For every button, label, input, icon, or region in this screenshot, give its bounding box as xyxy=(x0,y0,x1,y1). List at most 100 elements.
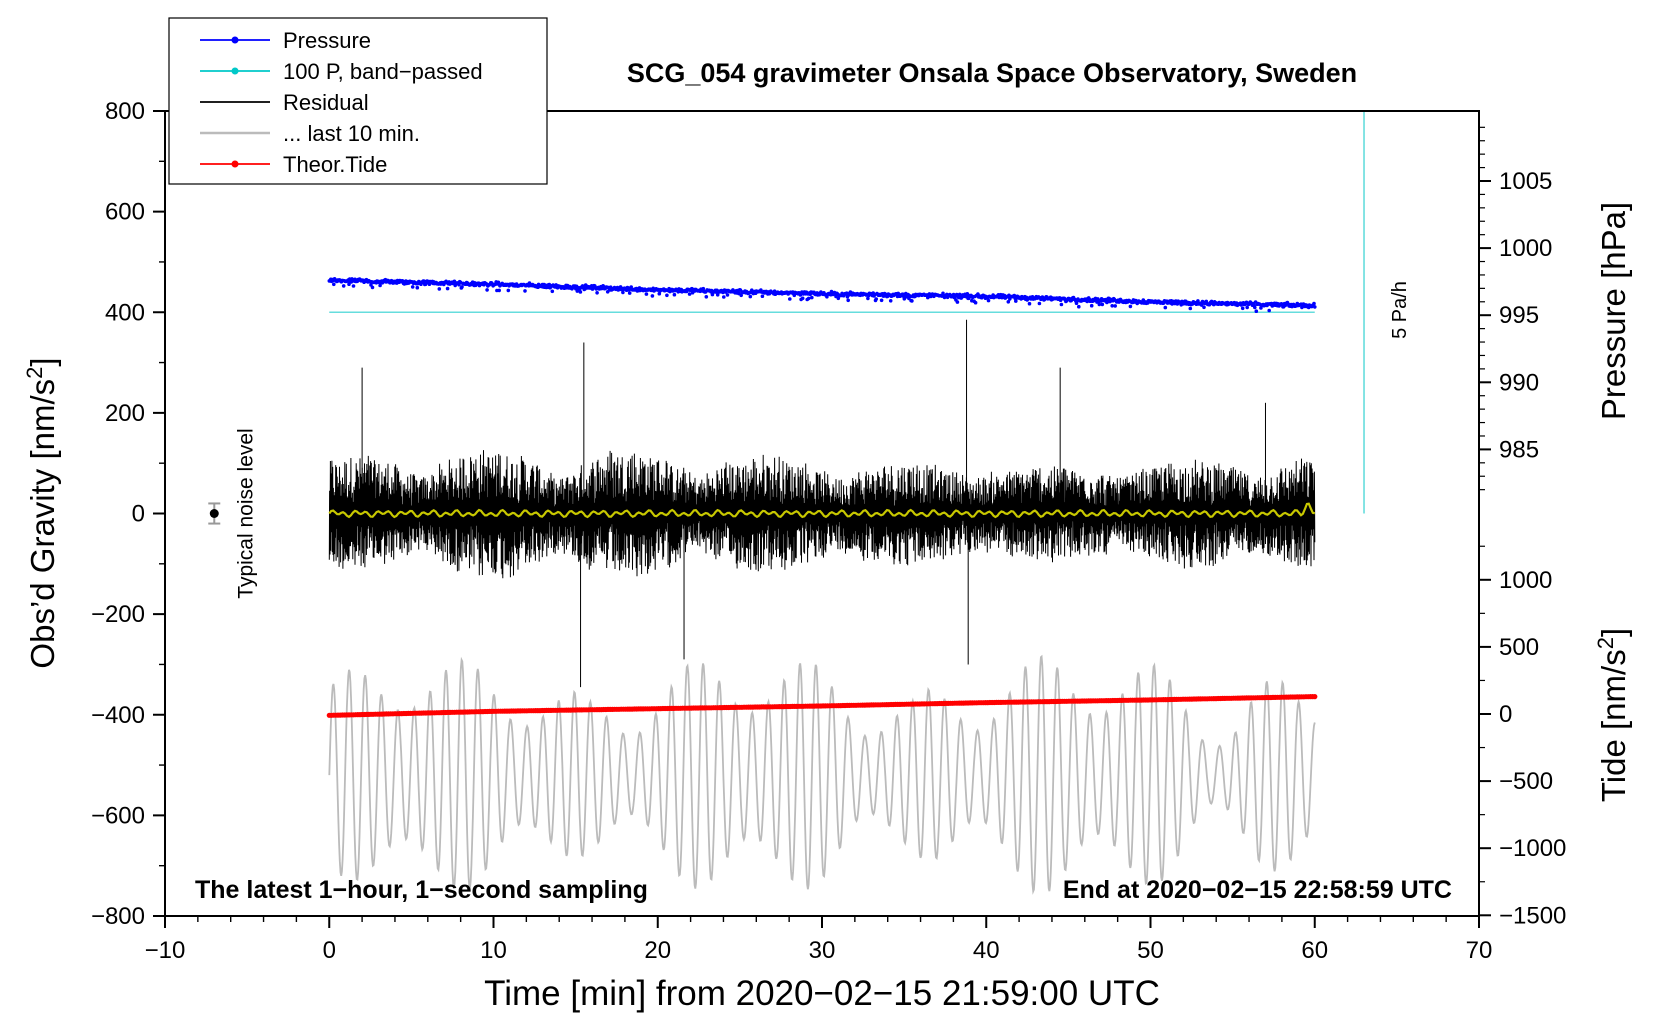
series-pressure-point xyxy=(722,295,726,299)
series-pressure-point xyxy=(1100,302,1105,307)
series-pressure-point xyxy=(798,293,803,297)
x-tick-label: 50 xyxy=(1137,937,1164,964)
series-pressure-point xyxy=(710,292,715,297)
series-pressure-point xyxy=(810,295,814,300)
series-pressure-point xyxy=(687,292,692,296)
y-axis-label-gravity-close: ] xyxy=(24,357,61,366)
series-pressure-point xyxy=(955,300,960,304)
series-pressure-point xyxy=(1089,303,1094,308)
series-pressure-point xyxy=(506,288,511,293)
axes-layer: −10 0 10 20 30 40 50 60 70 800 600 400 200 0 −200 −400 −… xyxy=(91,98,1566,964)
series-pressure-point xyxy=(704,295,709,299)
x-tick-label: −10 xyxy=(145,937,186,964)
tide-tick-label: −500 xyxy=(1499,768,1553,795)
series-pressure-point xyxy=(760,294,765,299)
series-smoothed-residual-line xyxy=(328,502,1316,519)
series-pressure-point xyxy=(1074,301,1079,306)
x-tick-label: 10 xyxy=(480,937,507,964)
series-pressure-point xyxy=(1077,304,1081,309)
series-pressure-point xyxy=(1037,301,1042,306)
x-tick-label: 60 xyxy=(1301,937,1328,964)
noise-label: Typical noise level xyxy=(234,428,257,598)
x-tick-label: 0 xyxy=(323,937,336,964)
series-pressure-point xyxy=(1128,304,1133,309)
series-pressure-point xyxy=(378,283,382,288)
legend-label: Residual xyxy=(283,90,369,115)
y-tick-label: 800 xyxy=(105,98,145,125)
series-pressure-point xyxy=(485,288,489,292)
series-pressure-point xyxy=(1113,304,1117,308)
pressure-tick-label: 1000 xyxy=(1499,235,1552,262)
series-pressure-point xyxy=(806,296,811,301)
tide-tick-label: 0 xyxy=(1499,701,1512,728)
series-pressure-point xyxy=(1188,306,1193,311)
legend: Pressure 100 P, band−passed Residual ... la… xyxy=(168,17,548,185)
legend-swatch-marker xyxy=(231,36,239,44)
tide-tick-label: −1500 xyxy=(1499,902,1566,929)
y-tick-label: 200 xyxy=(105,400,145,427)
series-pressure-point xyxy=(497,288,502,293)
series-last-10-min-line xyxy=(328,654,1316,895)
legend-label: ... last 10 min. xyxy=(283,121,420,146)
legend-label: Pressure xyxy=(283,28,371,53)
series-pressure-point xyxy=(347,282,351,287)
legend-label: 100 P, band−passed xyxy=(283,59,483,84)
y-tick-label: −400 xyxy=(91,702,145,729)
series-pressure-point xyxy=(1097,302,1102,307)
series-pressure-point xyxy=(1240,306,1245,311)
series-pressure-point xyxy=(370,285,375,290)
series-pressure-point xyxy=(621,290,625,295)
series-pressure-point xyxy=(1027,301,1032,306)
x-tick-label: 30 xyxy=(809,937,836,964)
series-pressure-point xyxy=(739,293,743,298)
series-pressure-point xyxy=(410,285,415,289)
series-pressure-point xyxy=(1014,299,1018,303)
series-pressure-point xyxy=(1312,301,1316,306)
series-pressure-point xyxy=(1313,305,1317,309)
y-axis-label-tide-close: ] xyxy=(1595,628,1632,637)
series-pressure-point xyxy=(1259,306,1263,310)
y-axis-label-gravity-exp: 2 xyxy=(22,367,47,379)
y-axis-label-gravity: Obs’d Gravity [nm/s2] xyxy=(22,357,62,668)
x-tick-label: 40 xyxy=(973,937,1000,964)
y-axis-label-pressure: Pressure [hPa] xyxy=(1595,202,1632,420)
series-layer: 5 Pa/h Typical noise level xyxy=(208,111,1411,895)
series-pressure-point xyxy=(496,280,501,285)
series-pressure-point xyxy=(578,290,583,294)
series-pressure-point xyxy=(650,294,655,298)
series-pressure-point xyxy=(973,300,978,305)
y-tick-label: 0 xyxy=(132,501,145,528)
series-pressure-point xyxy=(332,282,336,287)
series-pressure-point xyxy=(1012,293,1017,298)
series-pressure-point xyxy=(836,296,841,301)
series-pressure-point xyxy=(672,292,677,297)
pressure-tick-label: 1005 xyxy=(1499,168,1552,195)
y-axis-label-gravity-main: Obs’d Gravity [nm/s xyxy=(24,379,61,669)
series-pressure-point xyxy=(701,286,706,291)
series-pressure-point xyxy=(351,284,356,288)
x-tick-label: 70 xyxy=(1466,937,1493,964)
legend-label: Theor.Tide xyxy=(283,152,387,177)
series-pressure-point xyxy=(1006,300,1011,304)
series-pressure-point xyxy=(879,298,884,303)
pressure-tick-label: 995 xyxy=(1499,302,1539,329)
y-axis-label-tide-exp: 2 xyxy=(1593,637,1618,649)
series-pressure-point xyxy=(725,293,730,297)
legend-swatch-marker xyxy=(231,160,239,168)
series-pressure-point xyxy=(846,298,850,303)
pressure-tick-label: 985 xyxy=(1499,436,1539,463)
series-pressure-point xyxy=(1059,302,1064,307)
series-pressure-point xyxy=(644,292,649,296)
series-pressure-point xyxy=(627,291,632,295)
series-pressure-point xyxy=(910,299,914,303)
series-pressure-point xyxy=(800,296,805,301)
x-axis-label: Time [min] from 2020−02−15 21:59:00 UTC xyxy=(484,974,1160,1013)
y-axis-label-tide: Tide [nm/s2] xyxy=(1593,628,1633,802)
series-pressure-point xyxy=(1267,308,1271,313)
series-pressure-point xyxy=(460,285,464,289)
series-pressure-point xyxy=(437,287,442,291)
tide-tick-label: 500 xyxy=(1499,634,1539,661)
series-pressure-point xyxy=(715,293,720,297)
series-pressure-point xyxy=(1254,309,1259,314)
